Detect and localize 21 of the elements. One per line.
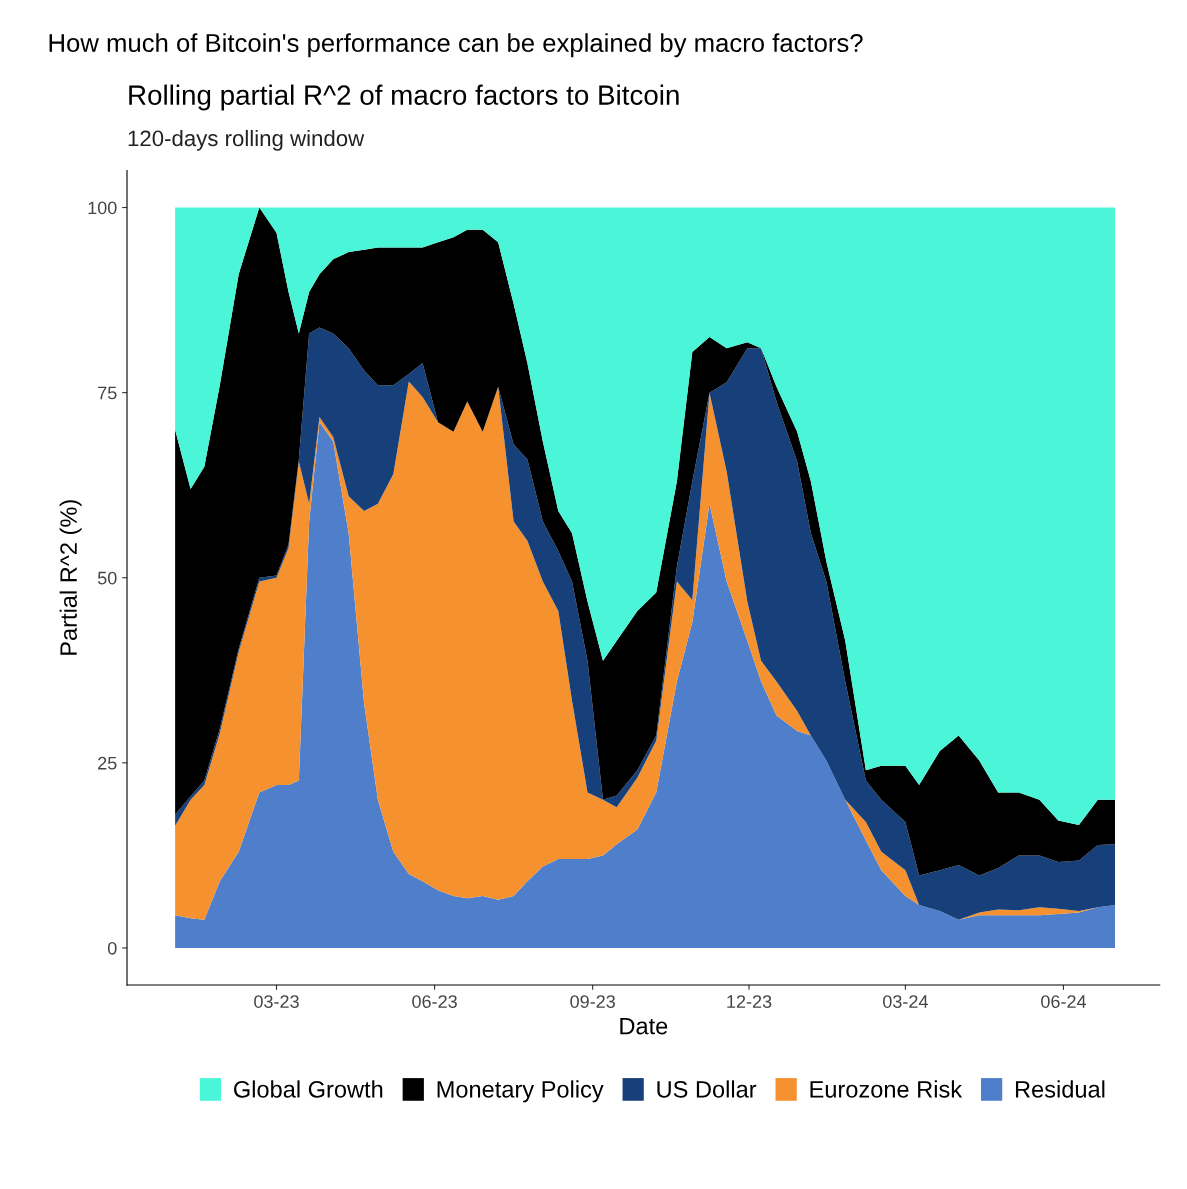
y-tick-label: 100 — [88, 201, 117, 215]
legend-label: US Dollar — [657, 1080, 757, 1098]
chart-subtitle: Rolling partial R^2 of macro factors to Bitcoin — [129, 84, 679, 111]
x-tick-label: 06-23 — [412, 995, 457, 1008]
y-tick-label: 0 — [107, 941, 117, 955]
y-tick-label: 75 — [98, 386, 117, 400]
x-tick-label: 03-23 — [254, 995, 299, 1008]
y-tick-label: 50 — [97, 571, 117, 585]
y-axis-title: Partial R^2 (%) — [59, 500, 82, 655]
x-tick-label: 09-23 — [570, 995, 615, 1008]
legend-label: Monetary Policy — [437, 1080, 604, 1103]
x-tick-label: 06-24 — [1041, 995, 1087, 1008]
x-axis-title: Date — [620, 1017, 668, 1035]
legend-label: Eurozone Risk — [810, 1080, 963, 1098]
x-tick-label: 12-23 — [727, 995, 772, 1008]
x-tick-label: 03-24 — [883, 995, 928, 1008]
legend-label: Global Growth — [234, 1080, 383, 1098]
legend-label: Residual — [1015, 1080, 1105, 1098]
y-tick-label: 25 — [98, 756, 117, 770]
text: 120-days rolling window — [128, 129, 365, 151]
chart-title: How much of Bitcoin's performance can be explained by macro factors? — [49, 33, 863, 58]
